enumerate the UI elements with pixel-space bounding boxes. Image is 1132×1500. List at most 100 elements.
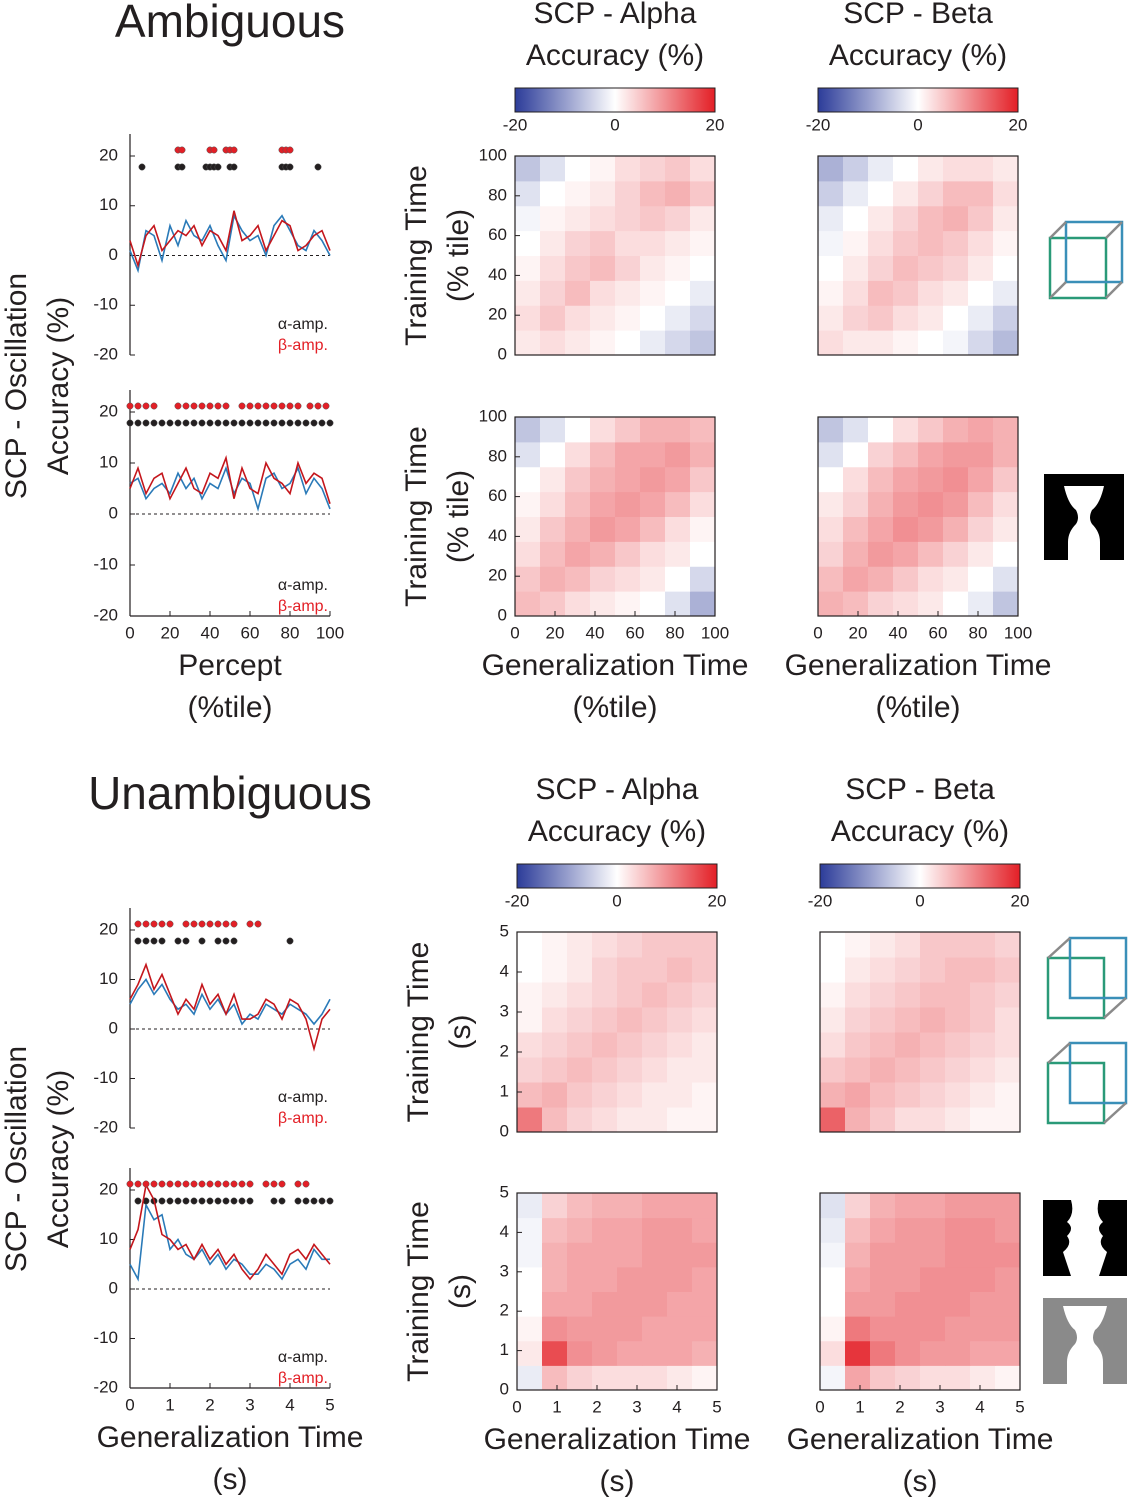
heatmap-cell — [617, 1032, 643, 1058]
significance-dot — [150, 419, 158, 427]
heatmap-cell — [640, 280, 666, 306]
heatmap-cell — [818, 156, 844, 182]
heatmap-cell — [540, 441, 566, 468]
y-tick-label: 10 — [99, 1229, 118, 1248]
heatmap-cell — [517, 1217, 543, 1243]
heatmap-cell — [642, 1107, 668, 1133]
heatmap-cell — [920, 932, 946, 958]
heatmap-cell — [692, 1316, 718, 1342]
heatmap-cell — [870, 1057, 896, 1083]
heatmap-cell — [540, 205, 566, 232]
heatmap-cell — [845, 1193, 871, 1219]
heatmap-cell — [515, 305, 541, 331]
heatmap-cell — [567, 1057, 593, 1083]
heatmap-cell — [540, 516, 566, 542]
significance-dot — [222, 1180, 230, 1188]
heatmap-cell — [895, 1007, 921, 1033]
heatmap-cell — [870, 1316, 896, 1342]
significance-dot — [302, 1180, 310, 1188]
heatmap-cell — [995, 1365, 1021, 1391]
significance-dot — [158, 1197, 166, 1205]
heatmap-cell — [515, 230, 541, 256]
x-tick-label: 0 — [815, 1397, 824, 1416]
heatmap-cell — [843, 491, 869, 517]
heatmap-cell — [692, 1057, 718, 1083]
heatmap-cell — [993, 441, 1019, 468]
heatmap-cell — [895, 957, 921, 983]
heatmap-cell — [592, 1217, 618, 1243]
heatmap-cell — [640, 156, 666, 182]
heatmap-cell — [945, 1057, 971, 1083]
heatmap-cell — [820, 1007, 846, 1033]
significance-dot — [182, 402, 190, 410]
heatmap-cell — [893, 541, 919, 567]
heatmap-cell — [920, 1193, 946, 1219]
heatmap-cell — [542, 1316, 568, 1342]
heatmap-cell — [970, 1193, 996, 1219]
heatmap-cell — [868, 466, 894, 493]
heatmap-cell — [542, 932, 568, 958]
heatmap-cell — [918, 156, 944, 182]
heatmap-cell — [542, 1217, 568, 1243]
heatmap-cell — [920, 1291, 946, 1317]
heatmap-cell — [565, 516, 591, 542]
heatmap-cell — [515, 156, 541, 182]
faces-vase-icon — [1043, 1200, 1127, 1384]
x-tick-label: 4 — [285, 1395, 294, 1414]
heatmap-cell — [995, 1007, 1021, 1033]
heatmap-cell — [870, 1107, 896, 1133]
heatmap-cell — [970, 1266, 996, 1292]
heatmap-cell — [640, 591, 666, 617]
heatmap-cell — [818, 305, 844, 331]
x-tick-label: 20 — [849, 623, 868, 642]
heatmap-cell — [615, 305, 641, 331]
y-tick-label: 0 — [109, 1278, 118, 1297]
heatmap-cell — [642, 1242, 668, 1268]
heatmap-cell — [540, 541, 566, 567]
cube-icon — [1046, 936, 1128, 1125]
significance-dot — [198, 419, 206, 427]
significance-dot — [222, 937, 230, 945]
heatmap-cell — [565, 230, 591, 256]
heatmap-cell — [690, 205, 716, 232]
heatmap-cell — [893, 516, 919, 542]
heatmap-cell — [615, 566, 641, 592]
significance-dot — [270, 1197, 278, 1205]
colorbar — [817, 87, 1019, 113]
legend-entry: α-amp. — [278, 1349, 328, 1366]
y-tick-label: -10 — [93, 1328, 118, 1347]
heatmap-cell — [893, 280, 919, 306]
heatmap-cell — [665, 156, 691, 182]
heatmap-cell — [918, 205, 944, 232]
heatmap-cell — [665, 305, 691, 331]
significance-dot — [174, 1180, 182, 1188]
heatmap-cell — [820, 1217, 846, 1243]
heatmap-cell — [665, 591, 691, 617]
y-tick-label: 0 — [109, 503, 118, 522]
significance-dot — [230, 1197, 238, 1205]
heatmap-cell — [943, 280, 969, 306]
heatmap-cell — [615, 491, 641, 517]
significance-dot — [294, 402, 302, 410]
y-tick-label: 5 — [500, 921, 509, 940]
heatmap-cell — [868, 591, 894, 617]
significance-dot — [190, 402, 198, 410]
heatmap-cell — [592, 1291, 618, 1317]
heatmap-cell — [868, 566, 894, 592]
y-axis-label: SCP - Oscillation — [0, 1046, 33, 1272]
heatmap-cell — [820, 1242, 846, 1268]
significance-dot — [166, 920, 174, 928]
significance-dot — [134, 937, 142, 945]
y-tick-label: 2 — [500, 1041, 509, 1060]
heatmap-cell — [868, 516, 894, 542]
heatmap-cell — [820, 1316, 846, 1342]
heatmap-cell — [617, 1266, 643, 1292]
heatmap-cell — [845, 1082, 871, 1108]
heatmap-cell — [592, 1007, 618, 1033]
heatmap-cell — [640, 566, 666, 592]
heatmap-cell — [615, 541, 641, 567]
heatmap-cell — [517, 1107, 543, 1133]
heatmap-cell — [820, 1365, 846, 1391]
heatmap-cell — [690, 305, 716, 331]
significance-dot — [182, 1197, 190, 1205]
